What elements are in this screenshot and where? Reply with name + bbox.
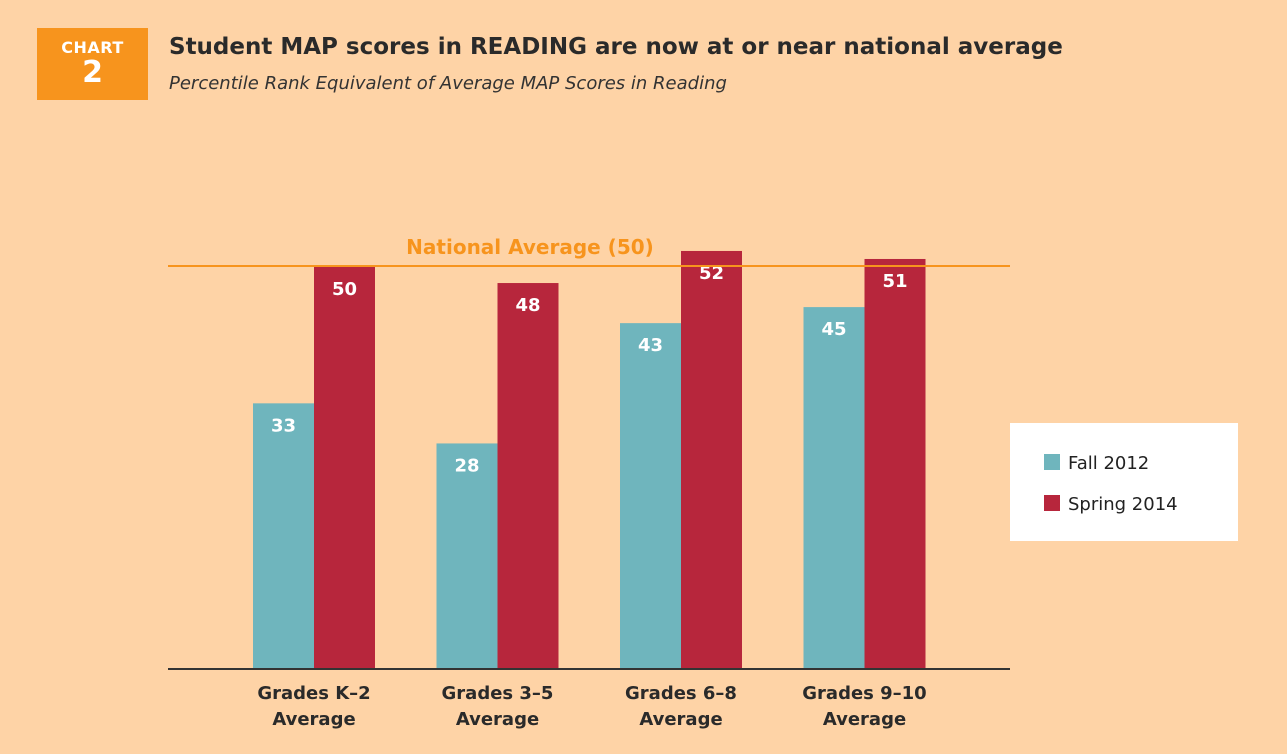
category-label-2-line-1: Grades 3–5 [442,683,554,704]
legend: Fall 2012 Spring 2014 [1010,423,1238,541]
category-label-2-line-2: Average [456,709,539,730]
chart-title: Student MAP scores in READING are now at… [169,34,1063,60]
data-label-fall-1: 33 [271,415,296,436]
title-emphasis: READING [469,34,587,60]
category-label-4-line-1: Grades 9–10 [802,683,926,704]
bar-spring-3 [681,250,742,668]
bar-fall-1 [253,403,314,668]
data-label-fall-4: 45 [821,319,846,340]
legend-label-spring: Spring 2014 [1068,494,1178,515]
legend-swatch-fall [1044,454,1060,470]
badge-number: 2 [82,55,103,90]
legend-label-fall: Fall 2012 [1068,453,1150,474]
legend-item-spring: Spring 2014 [1044,494,1178,515]
bar-spring-4 [864,258,926,668]
data-label-spring-2: 48 [515,295,540,316]
national-average-label: National Average (50) [406,235,654,259]
data-label-spring-1: 50 [332,279,357,300]
category-label-4-line-2: Average [823,709,906,730]
category-label-3-line-1: Grades 6–8 [625,683,737,704]
data-label-spring-3: 52 [699,263,724,284]
bar-fall-4 [803,307,865,668]
chart-badge: CHART 2 [37,28,148,100]
data-label-spring-4: 51 [882,271,907,292]
chart-subtitle: Percentile Rank Equivalent of Average MA… [169,73,727,94]
title-before: Student MAP scores in [169,34,470,60]
bar-fall-2 [436,443,498,668]
bar-fall-3 [620,323,681,668]
legend-swatch-spring [1044,495,1060,511]
bar-spring-1 [314,267,375,668]
legend-item-fall: Fall 2012 [1044,453,1149,474]
data-label-fall-3: 43 [638,335,663,356]
category-label-1-line-1: Grades K–2 [257,683,370,704]
title-after: are now at or near national average [586,34,1063,60]
category-label-3-line-2: Average [639,709,722,730]
badge-label: CHART [61,38,124,57]
bar-spring-2 [497,283,559,668]
category-label-1-line-2: Average [272,709,355,730]
data-label-fall-2: 28 [454,455,479,476]
